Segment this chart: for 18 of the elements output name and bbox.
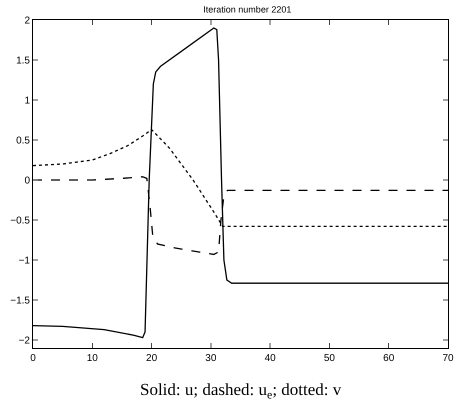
y-tick-label: 2	[24, 16, 30, 26]
x-tick-label: 60	[383, 353, 395, 364]
y-tick-label: 1.5	[16, 56, 30, 66]
x-tick-label: 50	[324, 353, 336, 364]
chart-title: Iteration number 2201	[203, 4, 292, 14]
y-tick-label: 0	[24, 176, 30, 186]
y-tick-label: −1	[18, 256, 30, 266]
text: Solid: u; dashed: u$_{e}$; dotted: v	[140, 380, 342, 402]
y-tick-label: −1.5	[10, 296, 30, 306]
x-tick-label: 30	[205, 353, 217, 364]
x-tick-label: 20	[146, 353, 158, 364]
x-tick-label: 10	[86, 353, 98, 364]
x-tick-label: 40	[264, 353, 276, 364]
y-tick-label: −2	[18, 336, 30, 346]
x-tick-label: 70	[442, 353, 454, 364]
y-tick-label: 0.5	[16, 136, 30, 146]
y-tick-label: 1	[24, 96, 30, 106]
y-tick-label: −0.5	[10, 216, 30, 226]
